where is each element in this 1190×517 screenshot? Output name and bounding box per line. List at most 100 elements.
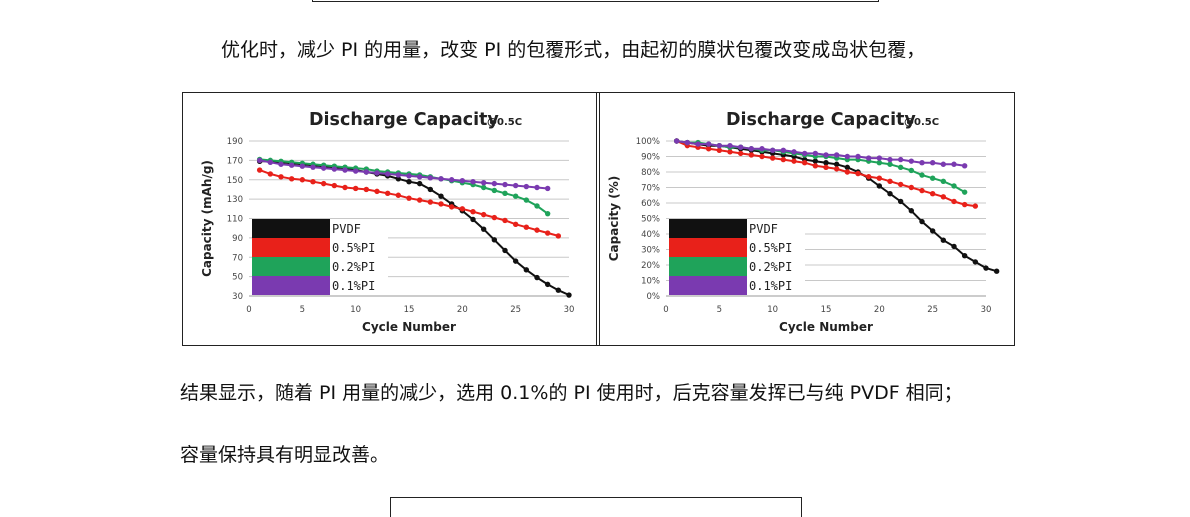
data-point-pvdf <box>534 274 540 281</box>
data-point-01pi <box>855 153 861 160</box>
y-tick-label: 100% <box>636 137 660 147</box>
data-point-01pi <box>352 168 359 174</box>
data-point-pvdf <box>940 237 947 243</box>
data-point-01pi <box>844 153 851 160</box>
data-point-02pi <box>523 197 530 203</box>
y-tick-label: 150 <box>227 176 243 186</box>
data-point-05pi <box>855 170 861 177</box>
data-point-05pi <box>416 197 423 203</box>
legend-swatch-01pi <box>669 276 747 295</box>
paragraph-result: 结果显示，随着 PI 用量的减少，选用 0.1%的 PI 使用时，后克容量发挥已… <box>180 382 963 404</box>
data-point-05pi <box>384 190 391 197</box>
data-point-pvdf <box>993 268 1000 274</box>
data-point-05pi <box>363 186 370 193</box>
data-point-01pi <box>342 167 348 173</box>
legend-label-bg <box>330 219 388 238</box>
y-tick-label: 20% <box>641 261 660 271</box>
legend-label-01pi: 0.1%PI <box>749 279 792 293</box>
data-point-05pi <box>865 173 872 180</box>
x-tick-label: 20 <box>457 305 468 315</box>
data-point-01pi <box>416 174 423 180</box>
data-point-01pi <box>278 161 284 167</box>
legend-label-pvdf: PVDF <box>332 222 361 236</box>
data-point-01pi <box>459 178 466 184</box>
data-point-01pi <box>427 175 434 181</box>
legend-label-02pi: 0.2%PI <box>332 260 375 274</box>
data-point-01pi <box>523 183 530 190</box>
data-point-05pi <box>470 209 476 215</box>
data-point-pvdf <box>844 164 851 171</box>
data-point-02pi <box>512 193 519 199</box>
y-tick-label: 40% <box>641 230 660 240</box>
data-point-02pi <box>480 184 487 191</box>
data-point-01pi <box>919 160 925 166</box>
data-point-05pi <box>705 146 712 152</box>
data-point-01pi <box>320 165 327 171</box>
x-tick-label: 15 <box>821 305 832 315</box>
x-axis-label: Cycle Number <box>779 320 873 334</box>
y-tick-label: 10% <box>641 277 660 287</box>
data-point-pvdf <box>887 191 893 197</box>
data-point-01pi <box>448 177 455 183</box>
data-point-01pi <box>737 144 744 150</box>
y-tick-label: 170 <box>227 156 243 166</box>
data-point-01pi <box>470 178 476 185</box>
chart-title: Discharge Capacity <box>726 110 916 130</box>
chart-subtitle: @0.5C <box>487 117 522 128</box>
data-point-pvdf <box>406 178 412 185</box>
data-point-pvdf <box>491 237 498 243</box>
data-point-05pi <box>897 181 904 188</box>
data-point-pvdf <box>823 160 829 166</box>
data-point-01pi <box>310 164 316 170</box>
legend-label-pvdf: PVDF <box>749 222 778 236</box>
data-point-02pi <box>908 167 915 174</box>
data-point-05pi <box>972 203 979 209</box>
data-point-01pi <box>480 179 487 186</box>
data-point-05pi <box>555 233 562 239</box>
data-point-01pi <box>929 160 936 166</box>
chart-capacity-percent: Discharge Capacity@0.5C 0% 10% 20% 30% 40% 50%… <box>607 110 1000 334</box>
y-tick-label: 80% <box>641 168 660 178</box>
x-tick-label: 25 <box>510 305 521 315</box>
data-point-05pi <box>512 221 519 228</box>
data-point-01pi <box>727 142 733 149</box>
y-tick-label: 60% <box>641 199 660 209</box>
data-point-05pi <box>919 187 925 194</box>
data-point-05pi <box>523 224 530 230</box>
data-point-05pi <box>876 175 883 181</box>
y-tick-label: 70% <box>641 184 660 194</box>
data-point-pvdf <box>897 198 904 205</box>
y-tick-label: 190 <box>227 137 243 147</box>
chart-title: Discharge Capacity <box>309 110 499 130</box>
data-point-02pi <box>876 160 883 166</box>
data-point-01pi <box>384 171 391 177</box>
paragraph-retention: 容量保持具有明显改善。 <box>180 444 390 466</box>
data-point-05pi <box>256 167 263 173</box>
legend-label-02pi: 0.2%PI <box>749 260 792 274</box>
legend-label-bg <box>330 276 388 295</box>
chart-capacity-mah: Discharge Capacity@0.5C30507090110130150… <box>200 110 574 334</box>
data-point-01pi <box>887 156 893 163</box>
data-point-01pi <box>267 159 274 166</box>
data-point-05pi <box>534 227 540 233</box>
data-point-pvdf <box>502 247 508 254</box>
legend-swatch-02pi <box>669 257 747 276</box>
data-point-pvdf <box>427 186 434 193</box>
legend-label-05pi: 0.5%PI <box>332 241 375 255</box>
legend-swatch-05pi <box>252 238 330 257</box>
data-point-01pi <box>684 139 691 146</box>
data-point-pvdf <box>812 158 819 164</box>
x-tick-label: 10 <box>767 305 778 315</box>
data-point-01pi <box>363 169 370 175</box>
data-point-05pi <box>395 192 402 198</box>
discharge-capacity-figure: Discharge Capacity @0.5C 30 50 70 90 110 130 150… <box>182 92 1015 346</box>
data-point-pvdf <box>512 258 519 264</box>
data-point-01pi <box>791 149 797 155</box>
data-point-pvdf <box>983 265 989 271</box>
data-point-pvdf <box>438 193 444 199</box>
data-point-01pi <box>940 161 947 167</box>
data-point-05pi <box>374 188 380 195</box>
data-point-01pi <box>748 146 755 152</box>
data-point-05pi <box>310 178 316 185</box>
data-point-01pi <box>812 150 819 157</box>
